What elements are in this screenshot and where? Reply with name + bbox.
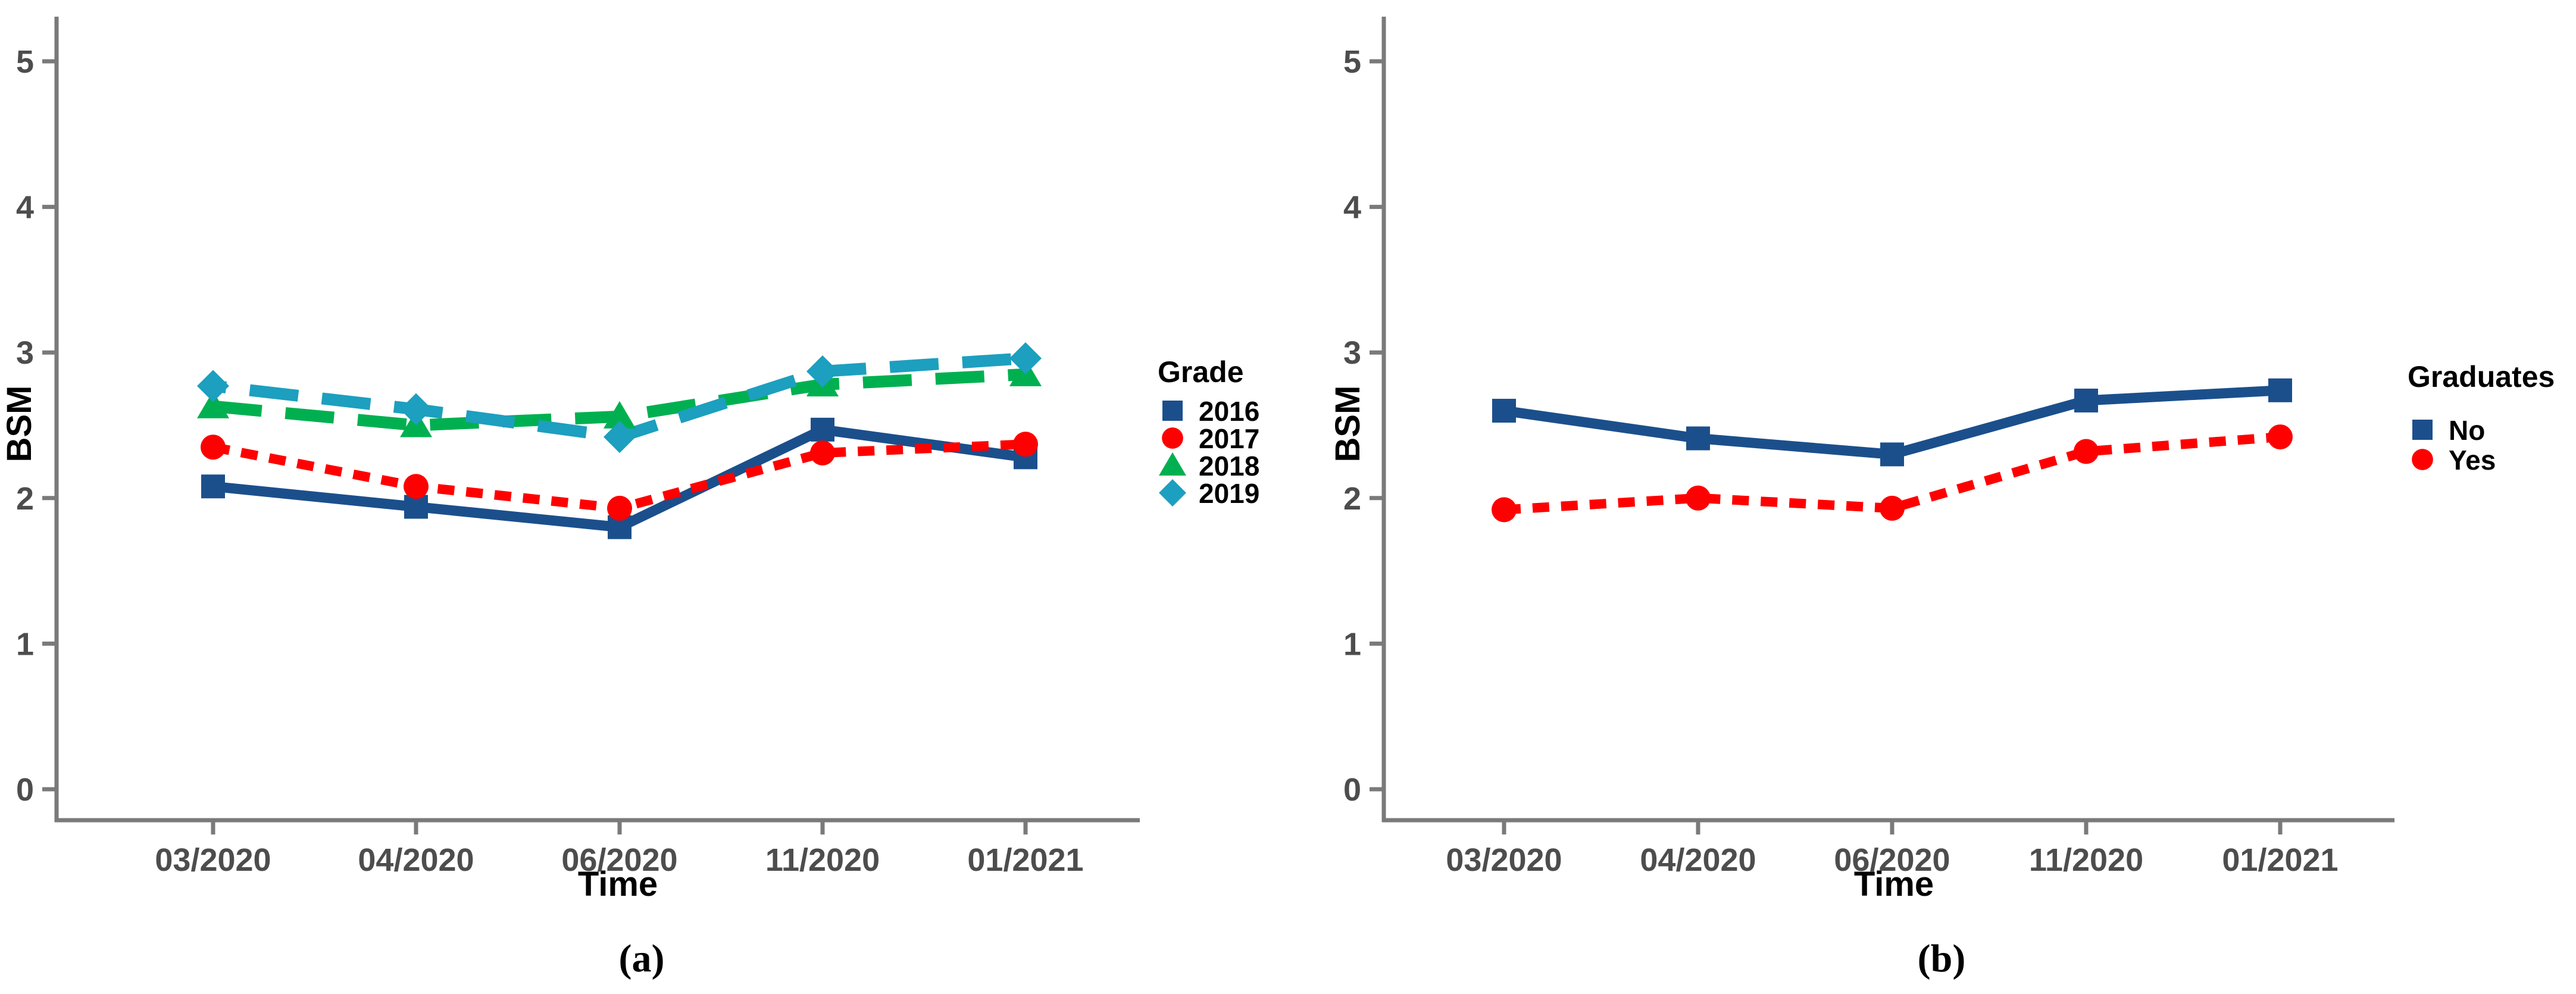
legend-swatch-2017 [1162,427,1183,449]
chart-panel-a: 0 1 2 3 4 5 03/2020 04/2020 06/2020 11/2020 01/202… [16,17,1259,878]
series-marker-No [1880,442,1904,467]
chart-panel-b: 0 1 2 3 4 5 03/2020 04/2020 06/2020 11/2020 01/202… [1343,17,2496,878]
panel-caption-a: (a) [619,937,665,980]
series-marker-2018 [604,401,636,429]
series-marker-No [2074,388,2098,412]
series-marker-2019 [604,421,636,454]
series-marker-2019 [400,393,432,426]
legend-label-2018: 2018 [1199,451,1259,482]
x-tick-label: 06/2020 [561,842,677,878]
series-marker-2018 [197,390,229,418]
legend-label-2019: 2019 [1199,478,1259,509]
series-marker-No [1686,426,1710,451]
legend-label-2017: 2017 [1199,423,1259,454]
series-marker-2019 [806,355,839,387]
x-tick-label: 03/2020 [155,842,271,878]
x-tick-label: 04/2020 [358,842,474,878]
legend-swatch-2018 [1159,452,1186,476]
y-tick-label: 0 [16,772,34,808]
series-marker-2019 [1009,342,1042,374]
series-marker-No [1492,399,1516,423]
y-axis-label-a: BSM [0,386,39,462]
legend-swatch-2016 [1162,401,1183,421]
legend-title-a: Grade [1158,355,1244,389]
x-tick-label: 01/2021 [2222,842,2338,878]
y-tick-label: 5 [1343,44,1361,80]
legend-swatch-2019 [1159,479,1186,507]
series-marker-2017 [1013,432,1038,457]
series-marker-2019 [197,370,229,402]
y-tick-label: 3 [1343,335,1361,371]
x-tick-label: 11/2020 [765,842,880,878]
legend-label-Yes: Yes [2449,445,2496,476]
y-tick-label: 3 [16,335,34,371]
legend-swatch-Yes [2412,449,2433,470]
series-marker-Yes [1686,485,1711,511]
x-axis-label-a: Time [578,865,658,904]
x-tick-label: 03/2020 [1446,842,1562,878]
series-marker-2017 [607,495,632,521]
series-line-Yes [1503,432,2281,515]
y-tick-label: 1 [1343,626,1361,662]
x-tick-label: 01/2021 [967,842,1083,878]
y-tick-label: 2 [16,481,34,517]
series-marker-Yes [2074,439,2099,464]
y-tick-label: 4 [16,190,34,226]
legend-title-b: Graduates [2408,360,2555,393]
x-tick-label: 11/2020 [2029,842,2143,878]
x-tick-label: 06/2020 [1834,842,1950,878]
x-tick-label: 04/2020 [1640,842,1756,878]
series-marker-Yes [2268,424,2293,450]
series-marker-2017 [404,474,429,499]
legend-swatch-No [2412,420,2433,440]
series-marker-No [2268,378,2292,402]
y-axis-label-b: BSM [1328,386,1367,462]
panel-caption-b: (b) [1918,937,1966,980]
series-marker-Yes [1492,497,1517,523]
series-marker-2017 [810,440,835,465]
y-tick-label: 2 [1343,481,1361,517]
y-tick-label: 0 [1343,772,1361,808]
y-tick-label: 4 [1343,190,1361,226]
series-marker-Yes [1880,495,1905,521]
series-marker-2016 [811,417,834,442]
series-marker-2017 [201,435,226,460]
series-marker-2016 [201,474,225,499]
legend-label-No: No [2449,415,2485,446]
y-tick-label: 5 [16,44,34,80]
legend-label-2016: 2016 [1199,396,1259,427]
y-tick-label: 1 [16,626,34,662]
x-axis-label-b: Time [1854,865,1934,904]
